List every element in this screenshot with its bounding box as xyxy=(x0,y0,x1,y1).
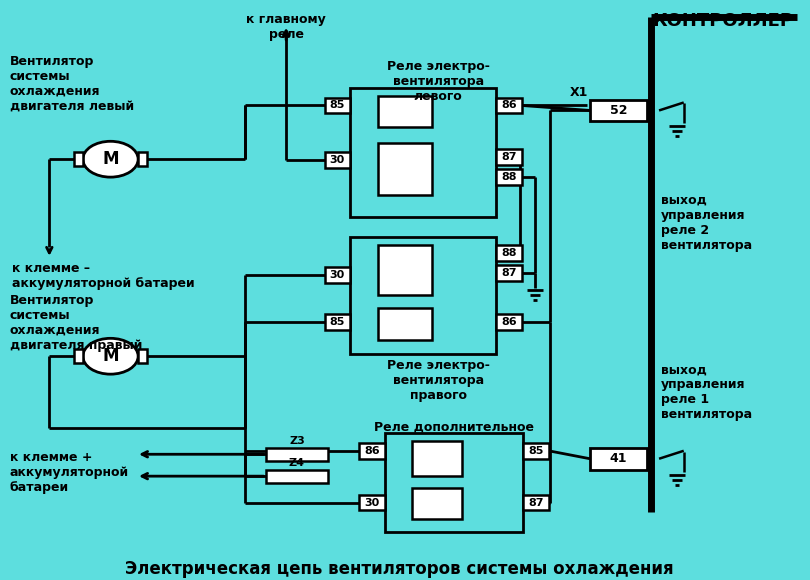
Bar xyxy=(74,153,83,166)
Text: M: M xyxy=(102,347,119,365)
Bar xyxy=(412,488,462,520)
Text: Вентилятор
системы
охлаждения
двигателя левый: Вентилятор системы охлаждения двигателя … xyxy=(10,55,134,113)
Bar xyxy=(359,495,385,510)
Text: 86: 86 xyxy=(501,317,517,328)
Bar xyxy=(412,441,462,476)
Bar xyxy=(385,433,523,532)
Bar xyxy=(266,470,327,483)
Bar xyxy=(139,153,147,166)
Bar xyxy=(497,149,522,165)
Bar xyxy=(325,153,350,168)
Bar xyxy=(325,267,350,282)
Ellipse shape xyxy=(83,338,139,374)
Bar xyxy=(590,100,647,121)
Text: 85: 85 xyxy=(330,100,345,110)
Text: 88: 88 xyxy=(501,172,517,182)
Bar xyxy=(350,237,497,354)
Text: выход
управления
реле 1
вентилятора: выход управления реле 1 вентилятора xyxy=(661,363,752,421)
Text: 85: 85 xyxy=(528,446,544,456)
Bar xyxy=(497,169,522,185)
Text: 87: 87 xyxy=(501,152,517,162)
Bar xyxy=(497,97,522,114)
Bar xyxy=(497,245,522,261)
Text: КОНТРОЛЛЕР: КОНТРОЛЛЕР xyxy=(653,12,794,30)
Bar xyxy=(266,448,327,461)
Text: Реле электро-
вентилятора
правого: Реле электро- вентилятора правого xyxy=(386,359,489,403)
Bar xyxy=(378,245,433,295)
Text: выход
управления
реле 2
вентилятора: выход управления реле 2 вентилятора xyxy=(661,194,752,252)
Text: X1: X1 xyxy=(569,86,588,99)
Bar xyxy=(325,314,350,331)
Bar xyxy=(350,88,497,217)
Text: 87: 87 xyxy=(501,267,517,278)
Text: 85: 85 xyxy=(330,317,345,328)
Bar xyxy=(523,443,548,459)
Text: Электрическая цепь вентиляторов системы охлаждения: Электрическая цепь вентиляторов системы … xyxy=(126,560,674,578)
Text: Вентилятор
системы
охлаждения
двигателя правый: Вентилятор системы охлаждения двигателя … xyxy=(10,293,143,351)
Text: к клемме +
аккумуляторной
батареи: к клемме + аккумуляторной батареи xyxy=(10,451,129,494)
Text: Реле электро-
вентилятора
левого: Реле электро- вентилятора левого xyxy=(386,60,489,103)
Text: 87: 87 xyxy=(528,498,544,508)
Bar xyxy=(497,264,522,281)
Text: 30: 30 xyxy=(330,270,345,280)
Text: M: M xyxy=(102,150,119,168)
Bar xyxy=(74,349,83,363)
Ellipse shape xyxy=(83,142,139,177)
Text: к главному
реле: к главному реле xyxy=(246,13,326,41)
Bar xyxy=(378,309,433,340)
Bar xyxy=(359,443,385,459)
Text: к клемме –
аккумуляторной батареи: к клемме – аккумуляторной батареи xyxy=(12,262,194,290)
Text: 41: 41 xyxy=(610,452,628,465)
Text: 86: 86 xyxy=(501,100,517,110)
Text: Реле дополнительное: Реле дополнительное xyxy=(374,421,534,434)
Bar xyxy=(378,143,433,195)
Bar xyxy=(523,495,548,510)
Text: Z3: Z3 xyxy=(289,436,305,446)
Bar xyxy=(139,349,147,363)
Text: 52: 52 xyxy=(610,104,628,117)
Text: 30: 30 xyxy=(330,155,345,165)
Bar xyxy=(325,97,350,114)
Text: 86: 86 xyxy=(364,446,380,456)
Text: 88: 88 xyxy=(501,248,517,258)
Bar xyxy=(497,314,522,331)
Text: Z4: Z4 xyxy=(289,458,305,467)
Text: 30: 30 xyxy=(364,498,380,508)
Bar xyxy=(590,448,647,470)
Bar xyxy=(378,96,433,128)
